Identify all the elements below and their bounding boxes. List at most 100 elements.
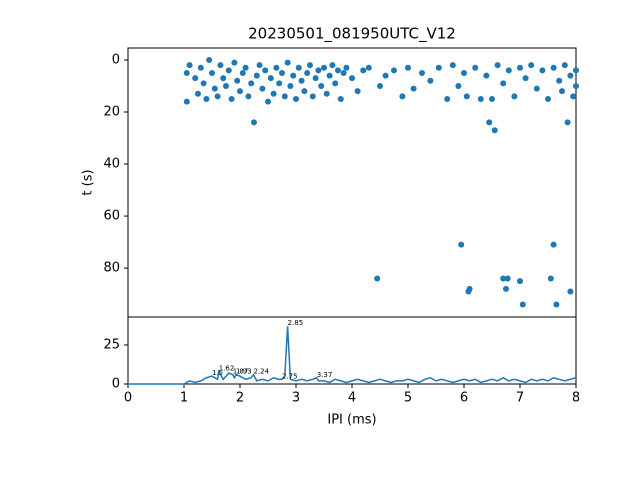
- scatter-point: [343, 64, 350, 71]
- scatter-point: [528, 62, 535, 69]
- scatter-point: [504, 275, 511, 282]
- scatter-point: [304, 69, 311, 76]
- scatter-point: [466, 285, 473, 292]
- scatter-point: [354, 88, 361, 95]
- x-tick-label: 6: [460, 391, 468, 406]
- y-tick-label: 60: [103, 209, 120, 224]
- scatter-point: [360, 67, 367, 74]
- scatter-point: [186, 62, 193, 69]
- scatter-point: [315, 67, 322, 74]
- scatter-point: [553, 301, 560, 308]
- scatter-point: [256, 62, 263, 69]
- scatter-point: [220, 75, 227, 82]
- scatter-point: [211, 85, 218, 92]
- scatter-point: [259, 85, 266, 92]
- scatter-point: [242, 64, 249, 71]
- scatter-point: [559, 88, 565, 95]
- scatter-point: [284, 59, 291, 66]
- scatter-point: [203, 95, 210, 102]
- line-series: [128, 326, 577, 385]
- scatter-point: [573, 67, 579, 74]
- x-tick-label: 1: [180, 391, 188, 406]
- scatter-point: [192, 75, 199, 82]
- scatter-point: [517, 278, 523, 285]
- scatter-point: [491, 127, 498, 134]
- scatter-point: [573, 82, 579, 89]
- scatter-point: [547, 275, 554, 282]
- scatter-point: [332, 80, 339, 87]
- scatter-point: [455, 82, 462, 89]
- scatter-point: [195, 90, 201, 97]
- scatter-point: [312, 75, 319, 82]
- y-tick-label: 0: [112, 377, 120, 392]
- scatter-point: [239, 69, 246, 76]
- scatter-point: [307, 62, 313, 69]
- scatter-point: [519, 301, 526, 308]
- scatter-point: [183, 69, 190, 76]
- x-tick-label: 0: [124, 391, 132, 406]
- scatter-point: [298, 77, 305, 84]
- scatter-point: [570, 93, 577, 100]
- scatter-point: [253, 72, 260, 79]
- scatter-point: [517, 64, 523, 71]
- scatter-point: [483, 72, 490, 79]
- x-tick-label: 8: [572, 391, 580, 406]
- scatter-point: [503, 285, 509, 292]
- scatter-point: [279, 69, 285, 76]
- scatter-point: [505, 67, 512, 74]
- scatter-point: [477, 95, 484, 102]
- annotation: 1.87: [233, 368, 249, 376]
- scatter-point: [494, 62, 501, 69]
- scatter-point: [293, 95, 299, 102]
- scatter-point: [399, 93, 406, 100]
- scatter-point: [340, 69, 347, 76]
- y-tick-label: 80: [103, 261, 120, 276]
- scatter-point: [228, 95, 235, 102]
- scatter-point: [234, 77, 241, 84]
- scatter-point: [287, 82, 294, 89]
- scatter-point: [309, 93, 316, 100]
- scatter-point: [435, 64, 442, 71]
- scatter-point: [335, 67, 341, 74]
- annotation: 1.62: [219, 365, 235, 373]
- scatter-point: [197, 64, 204, 71]
- scatter-point: [463, 93, 470, 100]
- y-axis-label: t (s): [81, 169, 96, 195]
- scatter-point: [295, 64, 302, 71]
- x-tick-label: 7: [516, 391, 524, 406]
- scatter-point: [550, 241, 557, 248]
- scatter-point: [321, 64, 327, 71]
- scatter-point: [276, 80, 283, 87]
- scatter-point: [410, 85, 417, 92]
- scatter-point: [545, 95, 551, 102]
- scatter-point: [217, 62, 224, 69]
- scatter-point: [444, 95, 451, 102]
- annotation: 2.85: [288, 319, 304, 327]
- scatter-point: [225, 67, 232, 74]
- scatter-point: [251, 119, 257, 126]
- scatter-point: [405, 64, 411, 71]
- scatter-point: [522, 75, 529, 82]
- scatter-point: [419, 69, 425, 76]
- scatter-point: [458, 241, 465, 248]
- scatter-point: [231, 59, 238, 66]
- scatter-point: [539, 67, 546, 74]
- scatter-point: [511, 93, 518, 100]
- scatter-point: [290, 72, 297, 79]
- scatter-point: [209, 69, 215, 76]
- y-tick-label: 25: [103, 337, 120, 352]
- y-tick-label: 20: [103, 104, 120, 119]
- scatter-point: [427, 77, 434, 84]
- scatter-point: [206, 56, 213, 63]
- scatter-point: [472, 64, 479, 71]
- scatter-point: [461, 69, 467, 76]
- scatter-point: [500, 275, 507, 282]
- scatter-point: [567, 72, 574, 79]
- scatter-point: [200, 80, 207, 87]
- scatter-point: [248, 80, 255, 87]
- scatter-point: [183, 98, 190, 105]
- scatter-point: [489, 95, 495, 102]
